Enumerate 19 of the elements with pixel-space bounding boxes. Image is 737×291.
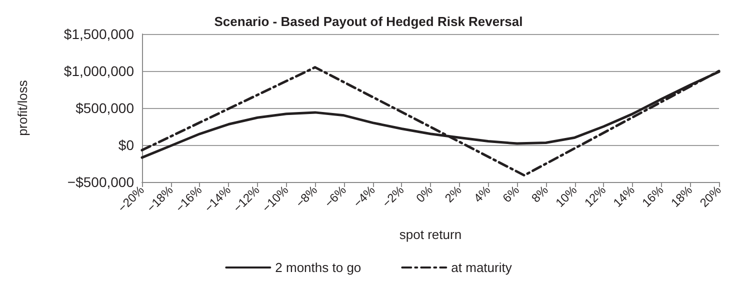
chart-title: Scenario - Based Payout of Hedged Risk Reversal [214, 14, 523, 29]
y-tick-label: $1,000,000 [64, 63, 134, 79]
x-tick-label: 0% [413, 182, 436, 206]
y-tick-label: $0 [118, 137, 134, 153]
x-tick-label: −6% [322, 182, 350, 210]
legend-label: 2 months to go [275, 260, 362, 275]
x-tick-label: −4% [350, 182, 378, 210]
x-tick-label: 8% [528, 182, 552, 206]
x-tick-label: 6% [500, 182, 522, 206]
legend-label: at maturity [451, 260, 512, 275]
x-tick-label: 2% [442, 182, 465, 206]
y-tick-label: $500,000 [76, 100, 134, 116]
x-tick-label: −2% [380, 182, 407, 210]
x-tick-label: −8% [292, 182, 320, 210]
x-axis-title: spot return [399, 227, 462, 242]
y-tick-label: −$500,000 [67, 174, 134, 190]
y-tick-label: $1,500,000 [64, 26, 134, 42]
x-tick-label: 4% [470, 182, 494, 206]
y-axis-title: profit/loss [15, 80, 30, 136]
